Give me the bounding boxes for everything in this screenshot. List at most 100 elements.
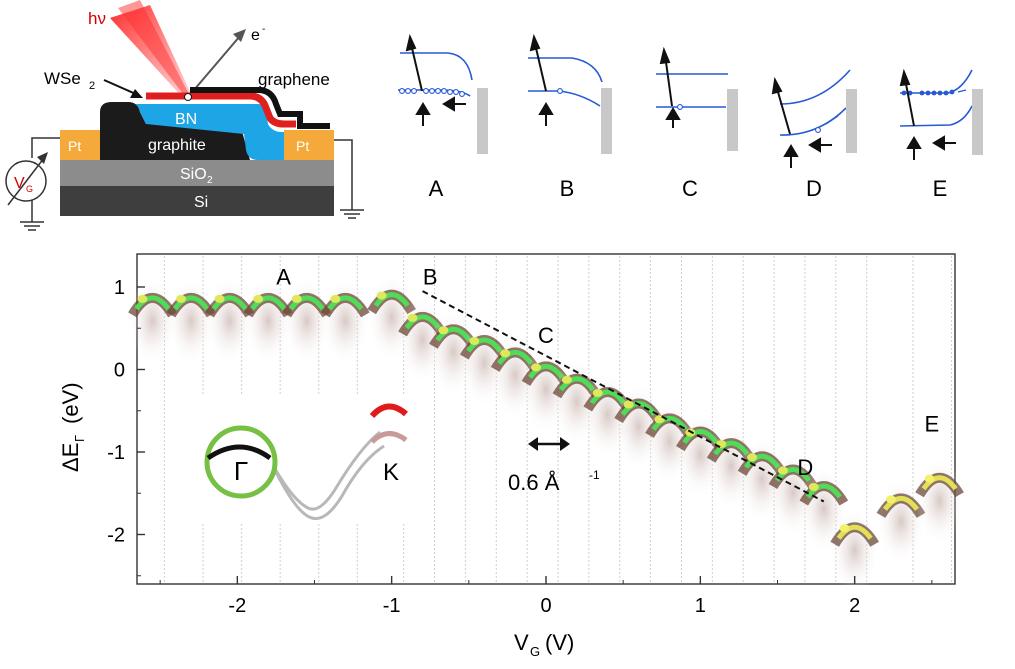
device-schematic: hν e - Si SiO 2 graphite Pt Pt BN graphe… <box>5 0 364 231</box>
spectrum-peak-spot <box>176 294 187 303</box>
state-annotation: D <box>797 455 813 480</box>
state-annotation: C <box>538 323 554 348</box>
scale-bar-sup: -1 <box>589 468 600 482</box>
k-label: K <box>383 459 399 486</box>
state-annotation: E <box>925 411 940 436</box>
spectrum-band-peak <box>373 292 410 308</box>
band-panel-d <box>779 69 857 153</box>
electron-arrow-icon <box>233 29 246 42</box>
wse2-layer <box>146 92 296 128</box>
pt-right <box>284 130 334 160</box>
spectrum-peak-spot <box>253 294 264 303</box>
x-tick-label: 0 <box>540 595 551 617</box>
spectrum-peak-spot <box>561 375 572 384</box>
spectrum-peak-spot <box>137 294 148 303</box>
graphite-label: graphite <box>148 137 206 154</box>
spectrum-peak-spot <box>469 336 480 345</box>
graphene-layer <box>190 87 330 129</box>
spectrum-peak-spot <box>885 495 896 504</box>
spectrum-peak-spot <box>291 294 302 303</box>
spectrum-haze <box>321 276 370 365</box>
spectrum-peak-spot <box>839 524 850 533</box>
spectrum-band-peak <box>921 475 958 491</box>
k-valley-upper <box>369 403 408 419</box>
sio2-layer <box>60 160 334 186</box>
spectrum-band-peak <box>288 295 325 311</box>
spectrum-band-peak <box>327 295 364 311</box>
spectrum-peak-spot <box>376 291 387 300</box>
si-label: Si <box>194 194 208 211</box>
band-label-a: A <box>429 176 444 201</box>
band-panel-labels: A B C D E <box>429 176 948 201</box>
band-label-b: B <box>560 176 575 201</box>
electron-label: e <box>251 27 260 44</box>
spectrum-band-peak <box>172 295 210 311</box>
scale-bar: 0.6 Å -1 <box>508 437 600 495</box>
wse2-label: WSe <box>44 69 81 88</box>
wse2-sub: 2 <box>89 80 95 92</box>
y-tick-label: -1 <box>107 442 125 464</box>
state-annotation: A <box>276 265 291 290</box>
spectrum-haze <box>915 456 964 545</box>
spectrum-band-peak <box>836 524 873 540</box>
spectrum-peak-spot <box>777 466 788 475</box>
graphite-layer <box>100 102 250 160</box>
spectrum-peak-spot <box>214 294 225 303</box>
vg-sub: G <box>26 184 33 194</box>
x-tick-label: 1 <box>695 595 706 617</box>
x-axis-label-sub: G <box>530 644 540 659</box>
spectrum-band-peak <box>211 295 248 311</box>
wse2-pointer-icon <box>130 89 143 98</box>
x-tick-label: 2 <box>849 595 860 617</box>
scale-bar-label: 0.6 Å <box>508 470 560 495</box>
spectrum-peak-spot <box>924 474 935 483</box>
y-tick-label: 1 <box>114 277 125 299</box>
y-axis-label-unit: (eV) <box>58 382 83 424</box>
spectrum-peak-spot <box>330 294 341 303</box>
pt-right-label: Pt <box>296 138 309 154</box>
y-tick-label: 0 <box>114 360 125 382</box>
spectrum-peak-spot <box>623 400 634 409</box>
k-valley-lower <box>370 431 408 444</box>
band-label-d: D <box>806 176 822 201</box>
spectrum-peak-spot <box>407 313 418 322</box>
spectrum-peak-spot <box>500 349 511 358</box>
sio2-label: SiO <box>180 166 207 183</box>
band-panel-a <box>398 52 488 154</box>
band-arrows <box>405 33 956 168</box>
sio2-sub: 2 <box>207 175 213 186</box>
y-axis-label-sub: Γ <box>72 435 87 442</box>
ground-icon <box>20 209 364 231</box>
y-axis-label: ΔE <box>58 443 83 472</box>
band-panel-b <box>528 57 612 154</box>
spectrum-band-peak <box>134 295 171 311</box>
band-panel-e <box>899 69 983 155</box>
bn-label: BN <box>175 111 197 128</box>
gamma-circle <box>204 425 278 499</box>
x-tick-label: -2 <box>228 595 246 617</box>
photon-label: hν <box>88 9 106 28</box>
spectrum-peak-spot <box>592 388 603 397</box>
graphene-label: graphene <box>258 70 330 89</box>
state-annotation: B <box>423 265 438 290</box>
x-axis-label-unit: (V) <box>545 630 574 655</box>
spectrum-peak-spot <box>808 483 819 491</box>
band-label-c: C <box>682 176 698 201</box>
spectrum-peak-spot <box>531 363 541 372</box>
pt-left <box>60 130 100 160</box>
si-layer <box>60 186 334 216</box>
spectrum-band-peak <box>250 295 287 311</box>
bn-layer <box>134 104 284 160</box>
y-tick-label: -2 <box>107 525 125 547</box>
x-axis-label: V <box>514 630 529 655</box>
pt-left-label: Pt <box>68 138 81 154</box>
gamma-label: Γ <box>234 456 248 486</box>
spectrum-peak-spot <box>438 326 449 335</box>
electron-sup: - <box>262 24 265 35</box>
trend-dashed-line <box>422 290 825 503</box>
x-tick-label: -1 <box>383 595 401 617</box>
spectrum-peak-spot <box>747 453 758 462</box>
band-diagrams <box>398 52 983 155</box>
